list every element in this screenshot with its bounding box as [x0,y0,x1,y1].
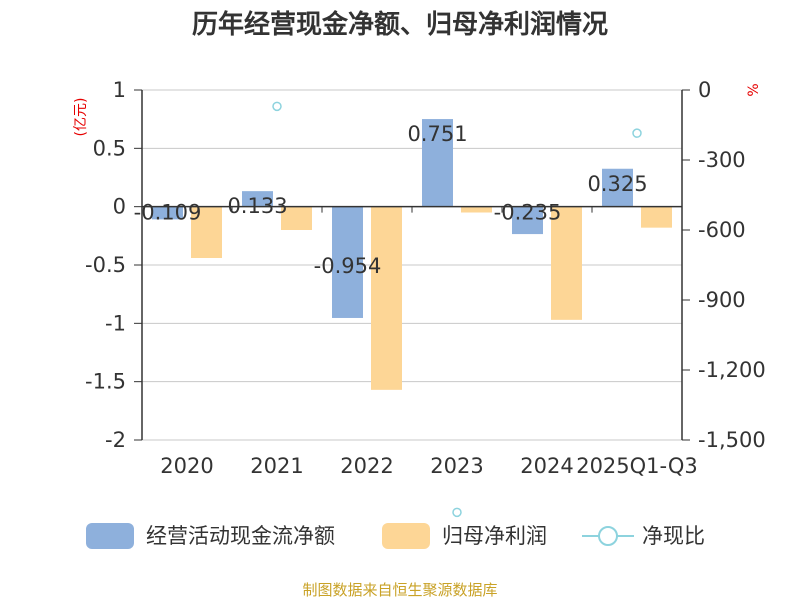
left-tick-label: 0.5 [93,136,126,160]
bar-cashflow [152,206,183,220]
grid-lines [142,89,682,441]
legend-item-cashflow[interactable]: 经营活动现金流净额 [86,523,335,549]
bars [152,119,672,390]
legend: 经营活动现金流净额 归母净利润 净现比 [86,523,705,549]
left-tick-label: -1.5 [85,370,126,394]
ratio-point [272,101,282,112]
x-tick-label: 2020 [160,454,213,478]
right-tick-label: -300 [698,148,746,172]
data-label-cashflow: 0.325 [587,172,647,196]
bar-profit [191,206,222,258]
left-tick-label: -1 [105,311,126,335]
left-axis-ticks: 1 0.5 0 -0.5 -1 -1.5 -2 [85,78,142,452]
bar-profit [641,206,672,228]
x-tick-label: 2024 [520,454,573,478]
right-tick-label: -1,200 [698,358,766,382]
left-tick-label: 0 [113,195,126,219]
right-axis-ticks: 0 -300 -600 -900 -1,200 -1,500 [682,78,766,452]
bar-cashflow [512,206,543,235]
data-labels: -0.109 0.133 -0.954 0.751 -0.235 0.325 [134,122,648,278]
legend-marker-ratio [598,526,618,546]
data-label-cashflow: 0.751 [407,122,467,146]
ratio-points [272,101,642,518]
left-tick-label: 1 [113,78,126,102]
legend-label-profit: 归母净利润 [442,524,547,548]
right-tick-label: -1,500 [698,428,766,452]
left-tick-label: -2 [105,428,126,452]
bar-cashflow [422,119,453,207]
right-tick-label: 0 [698,78,711,102]
bar-profit [281,206,312,230]
legend-swatch-cashflow [86,523,134,549]
x-tick-label: 2022 [340,454,393,478]
bar-cashflow [242,191,273,207]
legend-item-ratio[interactable]: 净现比 [582,524,705,548]
data-label-cashflow: -0.109 [134,201,202,225]
x-tick-label: 2023 [430,454,483,478]
source-note: 制图数据来自恒生聚源数据库 [302,581,497,599]
data-label-cashflow: -0.954 [314,254,382,278]
data-label-cashflow: 0.133 [227,194,287,218]
legend-item-profit[interactable]: 归母净利润 [382,523,547,549]
ratio-point [452,507,462,518]
bar-profit [461,206,492,213]
bar-profit [551,206,582,320]
ratio-point [632,128,642,138]
data-label-cashflow: -0.235 [494,201,562,225]
x-tick-label: 2025Q1-Q3 [576,454,698,478]
bar-cashflow [332,206,363,318]
left-axis-unit: (亿元) [73,98,89,137]
left-tick-label: -0.5 [85,253,126,277]
x-tick-label: 2021 [250,454,303,478]
bar-profit [371,206,402,390]
chart-title: 历年经营现金净额、归母净利润情况 [192,9,608,40]
bar-cashflow [602,168,633,207]
legend-swatch-profit [382,523,430,549]
legend-label-ratio: 净现比 [642,524,705,548]
x-axis-ticks: 2020 2021 2022 2023 2024 2025Q1-Q3 [160,206,698,478]
right-axis-unit: % [746,83,762,96]
right-tick-label: -600 [698,218,746,242]
legend-label-cashflow: 经营活动现金流净额 [146,524,335,548]
right-tick-label: -900 [698,288,746,312]
